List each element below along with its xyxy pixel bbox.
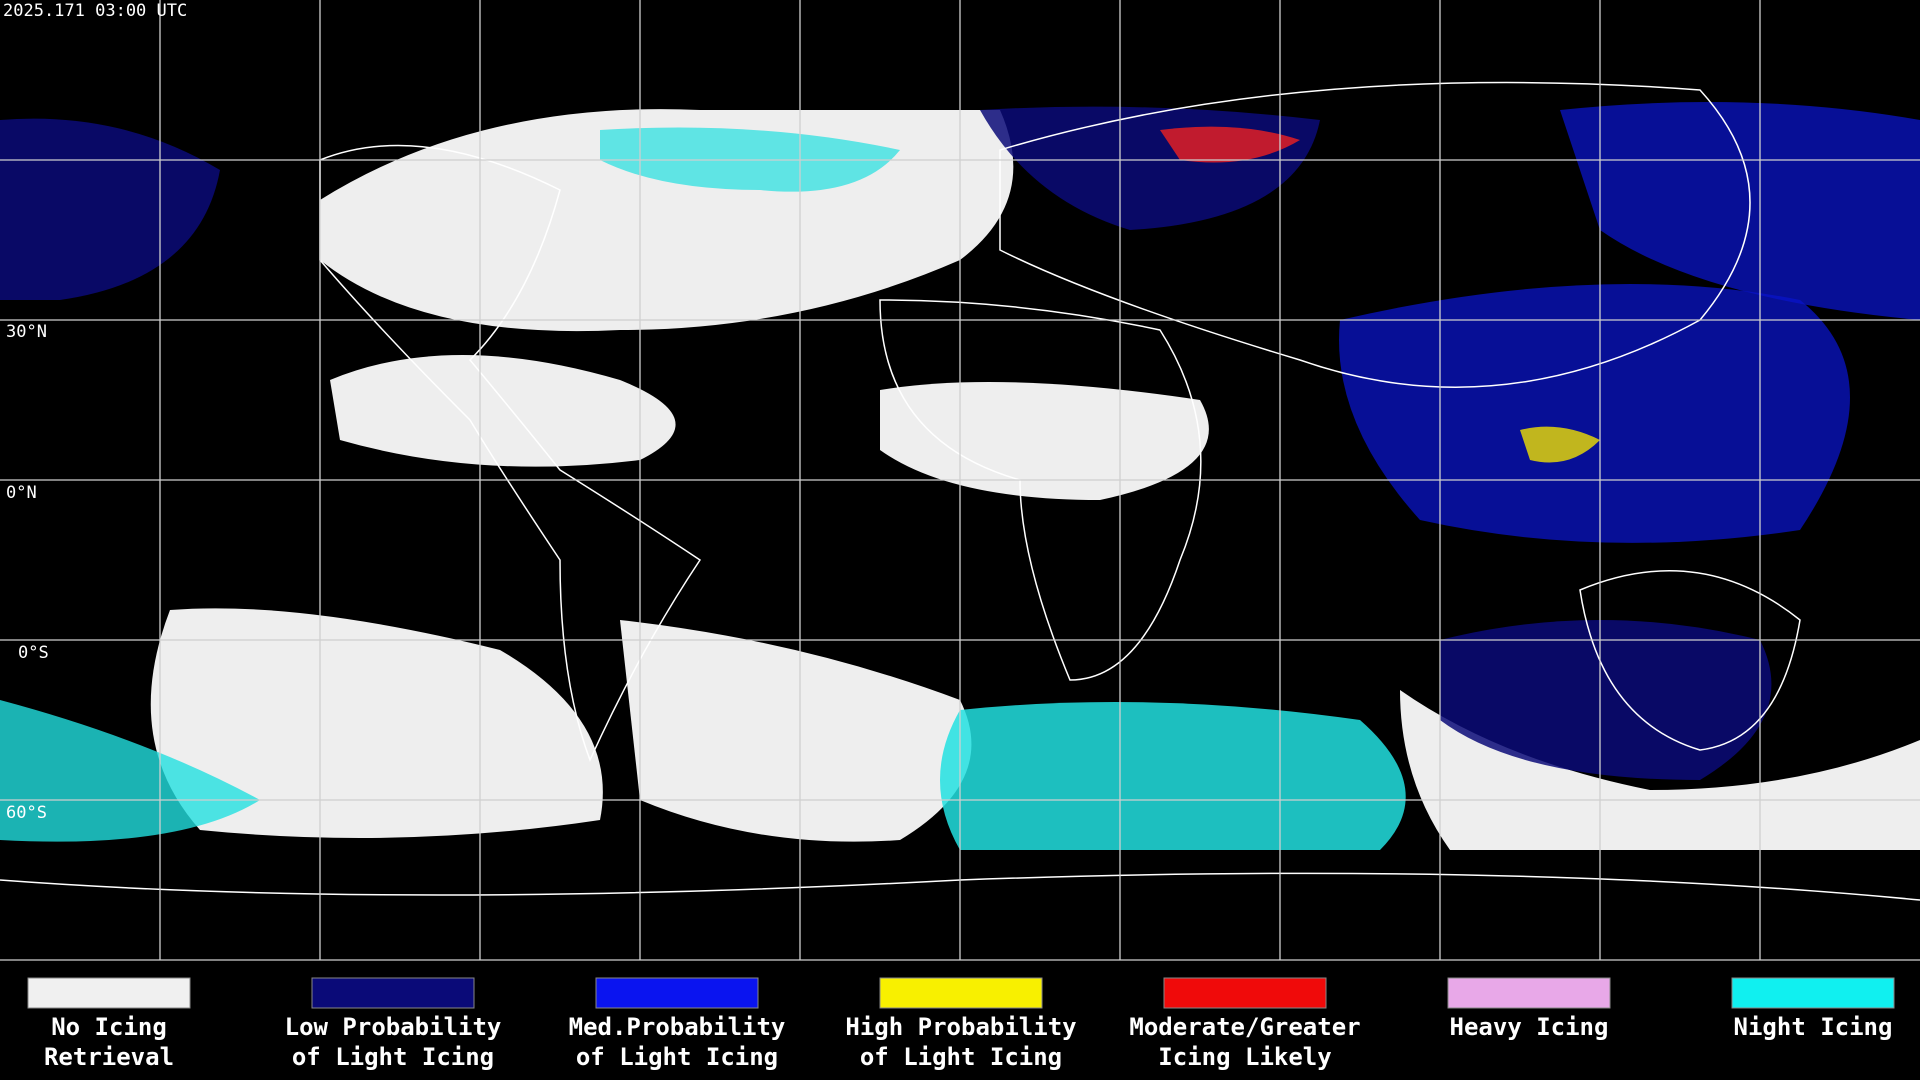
cloud-blue <box>1440 620 1772 780</box>
cloud-yellow <box>1520 426 1600 463</box>
legend-swatch <box>595 977 759 1009</box>
legend-label: Retrieval <box>44 1043 174 1071</box>
cloud-red <box>1160 126 1300 163</box>
legend-label: Moderate/Greater <box>1129 1013 1360 1041</box>
latitude-label: 30°N <box>6 322 47 342</box>
latitude-label: 0°N <box>6 483 37 503</box>
cloud-cyan <box>0 700 260 842</box>
legend-label: No Icing <box>51 1013 167 1041</box>
legend-label: of Light Icing <box>860 1043 1062 1071</box>
legend-label: Heavy Icing <box>1450 1013 1609 1041</box>
legend-swatch <box>1731 977 1895 1009</box>
legend-label: of Light Icing <box>576 1043 778 1071</box>
eurasia-outline <box>999 81 1751 388</box>
australia-outline <box>1579 570 1801 751</box>
legend-swatch <box>1447 977 1611 1009</box>
legend-swatch <box>879 977 1043 1009</box>
cloud-white <box>1400 690 1920 850</box>
cloud-blue <box>1339 284 1850 543</box>
graticule <box>0 0 1920 961</box>
cloud-white <box>880 382 1209 500</box>
cloud-cyan <box>940 702 1406 850</box>
latitude-label: 60°S <box>6 803 47 823</box>
legend-label: of Light Icing <box>292 1043 494 1071</box>
cloud-white <box>150 608 603 838</box>
legend-label: High Probability <box>845 1013 1076 1041</box>
legend-swatch <box>27 977 191 1009</box>
cloud-blue <box>1560 102 1920 320</box>
cloud-white <box>620 620 972 842</box>
americas-outline <box>319 144 702 762</box>
legend-swatch <box>311 977 475 1009</box>
legend-label: Night Icing <box>1734 1013 1893 1041</box>
legend-label: Icing Likely <box>1158 1043 1331 1071</box>
legend-label: Low Probability <box>285 1013 502 1041</box>
cloud-white <box>330 355 676 467</box>
timestamp: 2025.171 03:00 UTC <box>3 1 187 21</box>
cloud-blue <box>0 118 220 300</box>
legend-label: Med.Probability <box>569 1013 786 1041</box>
legend-swatch <box>1163 977 1327 1009</box>
cloud-imagery <box>0 102 1920 850</box>
latitude-label: 0°S <box>18 643 49 663</box>
